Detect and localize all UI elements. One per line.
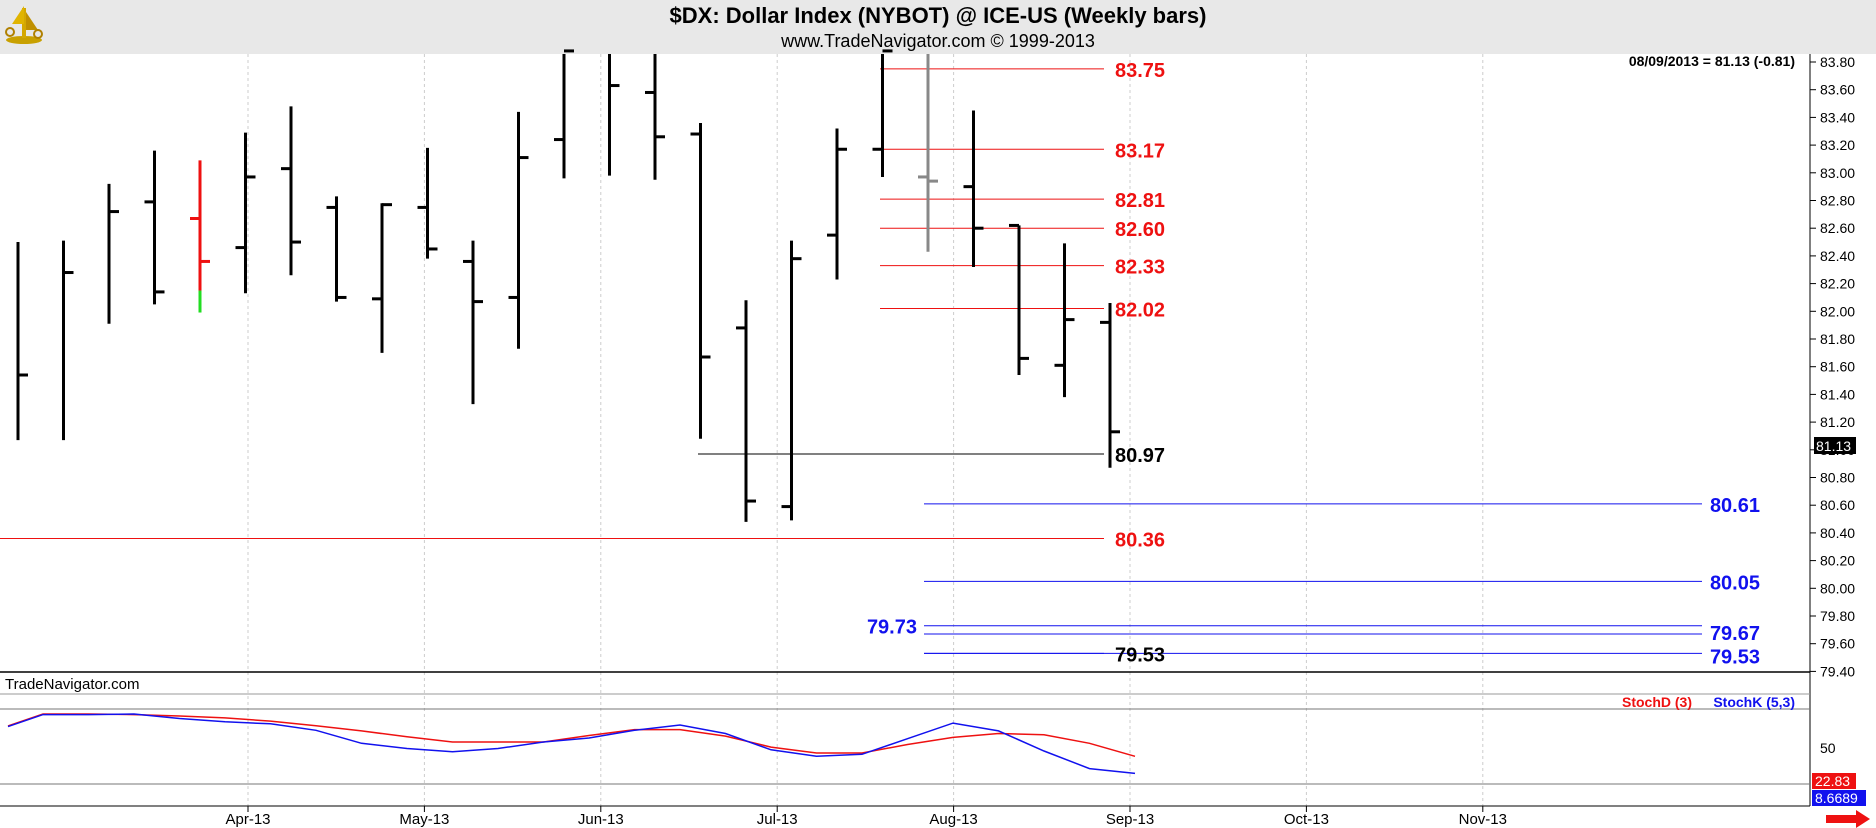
level-label: 82.02: [1115, 300, 1165, 322]
level-label: 79.53: [1115, 644, 1165, 666]
y-tick-label: 82.00: [1820, 303, 1855, 319]
level-label: 82.60: [1115, 219, 1165, 241]
y-tick-label: 79.80: [1820, 608, 1855, 624]
grid-lines: [247, 54, 1484, 806]
chart-title: $DX: Dollar Index (NYBOT) @ ICE-US (Week…: [669, 3, 1207, 28]
y-tick-label: 83.80: [1820, 54, 1855, 70]
stoch-d-line: [7, 713, 1136, 758]
y-tick-label: 83.00: [1820, 165, 1855, 181]
stoch-watermark: TradeNavigator.com: [5, 676, 140, 693]
chart-header: [0, 0, 1876, 54]
y-tick-label: 82.40: [1820, 248, 1855, 264]
y-tick-label: 80.20: [1820, 553, 1855, 569]
x-tick-label: Apr-13: [225, 811, 270, 828]
stoch-k-tag-bg: [1812, 790, 1866, 806]
level-label: 80.61: [1710, 495, 1760, 517]
x-tick-label: Jul-13: [757, 811, 798, 828]
y-tick-label: 79.60: [1820, 636, 1855, 652]
price-bars: [16, 49, 1120, 522]
y-tick-label: 81.80: [1820, 331, 1855, 347]
level-label: 79.53: [1710, 646, 1760, 668]
y-tick-label: 83.60: [1820, 82, 1855, 98]
last-price-readout: 08/09/2013 = 81.13 (-0.81): [1629, 53, 1795, 69]
level-label: 83.17: [1115, 140, 1165, 162]
y-tick-label: 83.40: [1820, 109, 1855, 125]
y-tick-label: 80.60: [1820, 497, 1855, 513]
last-price-tag-bg: [1814, 437, 1856, 454]
stoch-k-legend: StochK (5,3): [1713, 694, 1795, 710]
y-tick-label: 82.20: [1820, 276, 1855, 292]
scroll-right-arrow-icon[interactable]: [1826, 810, 1870, 828]
price-axis: 83.80 83.60 83.40 83.20 83.00 82.80 82.60 82.40…: [1810, 54, 1855, 679]
level-label: 80.36: [1115, 529, 1165, 551]
stoch-k-tag: 8.6689: [1815, 790, 1858, 806]
time-axis: Apr-13 May-13 Jun-13 Jul-13 Aug-13 Sep-13 Oct-…: [225, 806, 1507, 828]
x-tick-label: Jun-13: [578, 811, 624, 828]
stochastic-panel: [7, 713, 1136, 775]
level-label: 80.05: [1710, 572, 1760, 594]
y-tick-label: 81.40: [1820, 386, 1855, 402]
stoch-d-tag-bg: [1812, 773, 1856, 789]
last-price-tag: 81.13: [1816, 438, 1851, 454]
y-tick-label: 80.00: [1820, 580, 1855, 596]
y-tick-label: 81.60: [1820, 359, 1855, 375]
y-tick-label: 83.20: [1820, 137, 1855, 153]
trade-navigator-logo-icon: [5, 6, 43, 44]
stoch-y-tick: 50: [1820, 740, 1836, 756]
y-tick-label: 80.80: [1820, 470, 1855, 486]
panel-borders: [0, 54, 1811, 807]
y-tick-label: 82.60: [1820, 220, 1855, 236]
level-label: 82.33: [1115, 257, 1165, 279]
y-tick-label: 81.20: [1820, 414, 1855, 430]
level-label: 79.73: [867, 617, 917, 639]
x-tick-label: Nov-13: [1459, 811, 1507, 828]
level-label: 82.81: [1115, 190, 1165, 212]
level-label: 79.67: [1710, 623, 1760, 645]
level-label: 80.97: [1115, 445, 1165, 467]
x-tick-label: Aug-13: [929, 811, 977, 828]
copyright-text: www.TradeNavigator.com © 1999-2013: [781, 31, 1095, 51]
stoch-d-tag: 22.83: [1815, 773, 1850, 789]
y-tick-label: 82.80: [1820, 193, 1855, 209]
x-tick-label: Oct-13: [1284, 811, 1329, 828]
level-lines: 83.75 83.17 82.81 82.60 82.33 82.02 80.97 80.61…: [0, 60, 1760, 668]
stoch-d-legend: StochD (3): [1622, 694, 1692, 710]
y-tick-label: 79.40: [1820, 663, 1855, 679]
y-tick-label: 80.40: [1820, 525, 1855, 541]
stoch-k-line: [7, 713, 1136, 775]
x-tick-label: May-13: [399, 811, 449, 828]
x-tick-label: Sep-13: [1106, 811, 1154, 828]
level-label: 83.75: [1115, 60, 1165, 82]
